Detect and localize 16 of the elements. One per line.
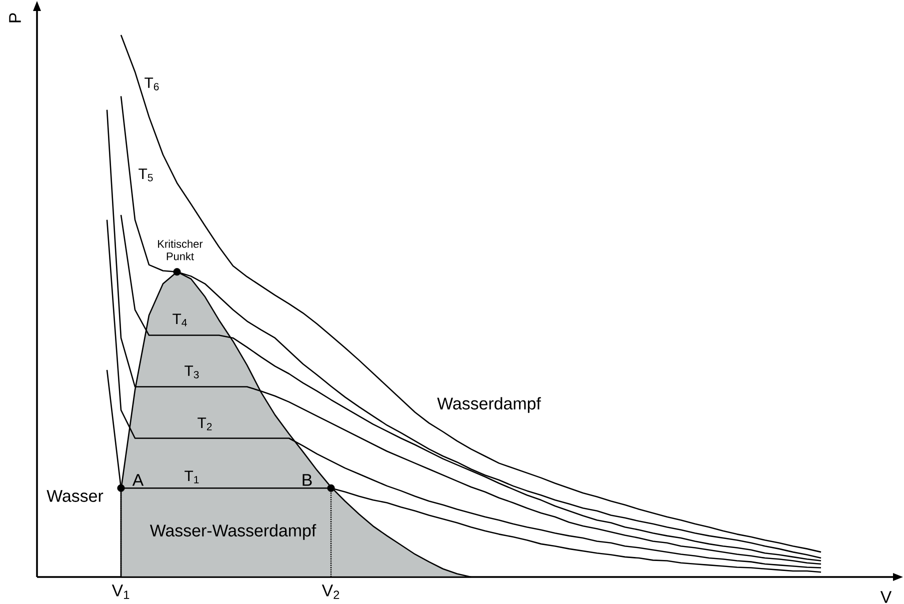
x-axis-title: V xyxy=(880,591,892,603)
series-label: T$_{5}$ xyxy=(138,168,153,182)
series-label: T$_{3}$ xyxy=(184,366,199,378)
annotation: Wasserdampf xyxy=(437,397,541,413)
annotation: B xyxy=(302,474,312,486)
series-label: T$_{1}$ xyxy=(184,470,199,484)
annotation: Wasser-Wasserdampf xyxy=(150,524,316,540)
annotation: A xyxy=(132,474,144,486)
series-label: T$_{6}$ xyxy=(144,78,159,90)
annotation: Kritischer Punkt xyxy=(158,240,203,260)
x-tick-label: V$_{1}$ xyxy=(112,584,130,599)
y-axis-title: P xyxy=(9,13,21,22)
annotation: Wasser xyxy=(46,490,104,502)
x-tick-label: V$_{2}$ xyxy=(322,584,340,599)
series-label: T$_{2}$ xyxy=(198,418,212,430)
series-label: T$_{4}$ xyxy=(172,314,187,326)
